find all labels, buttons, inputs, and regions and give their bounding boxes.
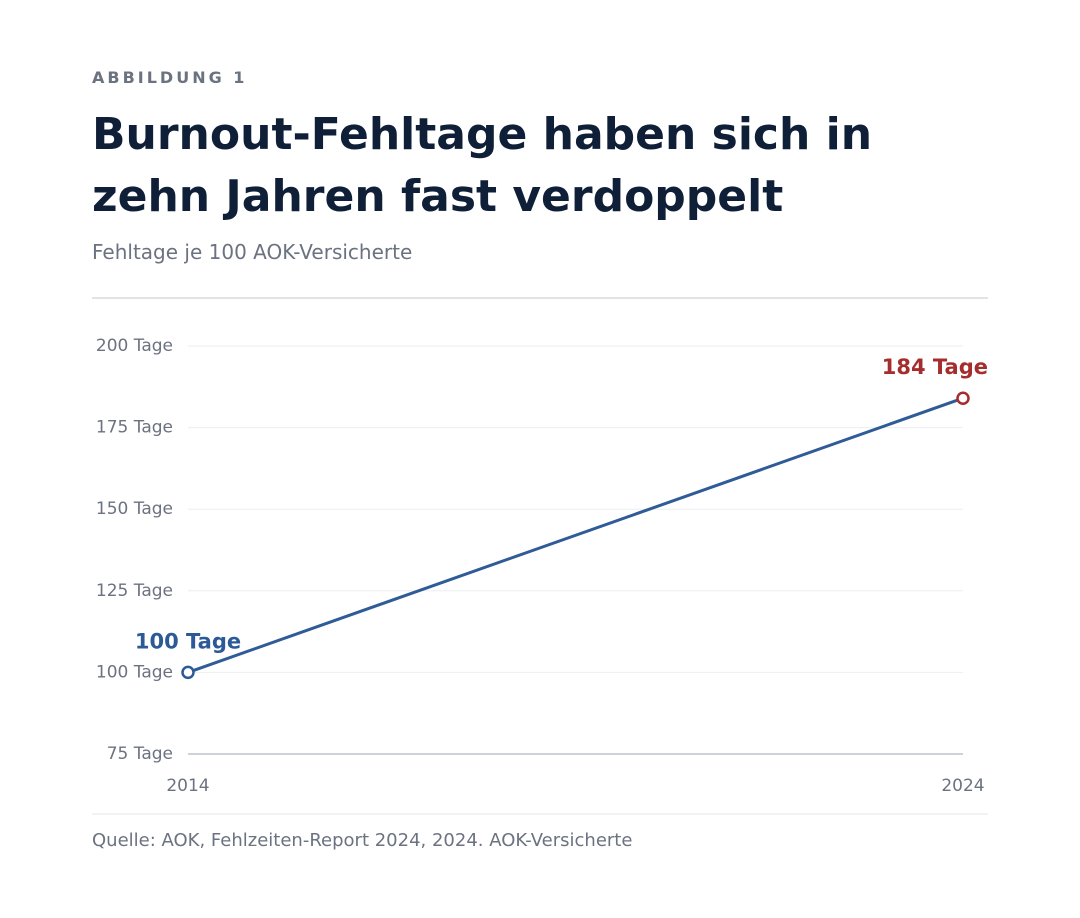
point [956,391,970,405]
x-tick-label: 2024 [941,776,984,796]
point [181,665,195,680]
y-tick-label: 150 Tage [96,499,173,519]
line [187,396,964,674]
y-tick-label: 100 Tage [96,662,173,682]
y-tick-label: 75 Tage [107,744,173,764]
source: Quelle: AOK, Fehlzeiten-Report 2024, 202… [92,830,633,851]
y-tick-label: 125 Tage [96,581,173,601]
subtitle: Fehltage je 100 AOK-Versicherte [92,240,413,264]
data-label: 100 Tage [135,629,241,653]
data-label: 184 Tage [882,355,988,379]
chart-title: Burnout-Fehltage haben sich in zehn Jahr… [92,109,873,222]
y-tick-label: 200 Tage [96,336,173,356]
x-tick-label: 2014 [166,776,209,796]
y-tick-label: 175 Tage [96,418,173,438]
kicker: ABBILDUNG 1 [92,68,248,87]
